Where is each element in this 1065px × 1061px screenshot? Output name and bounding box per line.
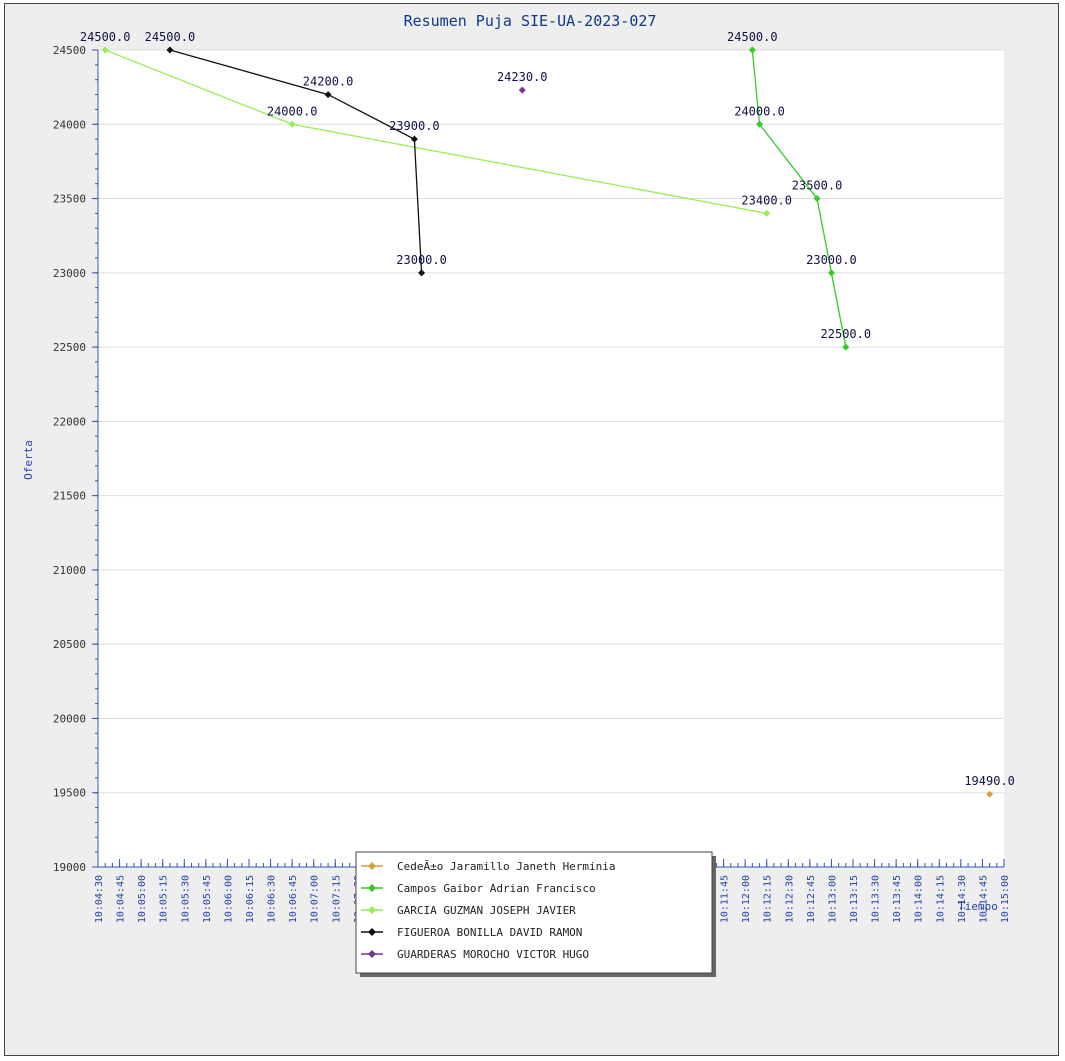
data-label: 24500.0 — [727, 30, 778, 44]
y-axis-label: Oferta — [22, 440, 35, 480]
data-point — [418, 269, 426, 277]
data-point — [827, 269, 835, 277]
legend-marker — [368, 884, 376, 892]
x-tick-label: 10:14:45 — [978, 875, 989, 923]
plot-area — [98, 50, 1004, 867]
data-label: 23000.0 — [806, 253, 857, 267]
y-tick-label: 22000 — [53, 415, 86, 428]
data-label: 23900.0 — [389, 119, 440, 133]
x-tick-label: 10:13:45 — [892, 875, 903, 923]
legend-marker — [368, 928, 376, 936]
series-layer: 19490.0 24500.0 24000.0 23500.0 23000.0 22500… — [80, 30, 1015, 798]
legend-marker — [368, 862, 376, 870]
data-label: 24200.0 — [303, 75, 354, 89]
data-point — [288, 120, 296, 128]
data-point — [756, 120, 764, 128]
x-tick-label: 10:12:15 — [763, 875, 774, 923]
legend-label: FIGUEROA BONILLA DAVID RAMON — [397, 926, 582, 939]
x-tick-label: 10:06:45 — [288, 875, 299, 923]
x-tick-label: 10:13:00 — [827, 875, 838, 923]
x-tick-label: 10:05:45 — [202, 875, 213, 923]
x-tick-label: 10:12:30 — [784, 875, 795, 923]
x-tick-label: 10:05:00 — [137, 875, 148, 923]
x-tick-label: 10:15:00 — [1000, 875, 1011, 923]
data-label: 23400.0 — [741, 193, 792, 207]
y-tick-label: 19000 — [53, 861, 86, 874]
data-label: 22500.0 — [821, 327, 872, 341]
data-label: 24000.0 — [734, 104, 785, 118]
x-tick-label: 10:12:45 — [806, 875, 817, 923]
y-tick-label: 19500 — [53, 787, 86, 800]
x-tick-label: 10:11:45 — [720, 875, 731, 923]
y-axis-ticks: 19000 19500 20000 20500 21000 21500 22000 22500… — [53, 44, 98, 874]
y-tick-label: 24500 — [53, 44, 86, 57]
y-tick-label: 22500 — [53, 341, 86, 354]
data-point — [748, 46, 756, 54]
y-tick-label: 20500 — [53, 638, 86, 651]
x-tick-label: 10:13:15 — [849, 875, 860, 923]
x-tick-label: 10:07:15 — [331, 875, 342, 923]
legend-label: GARCIA GUZMAN JOSEPH JAVIER — [397, 904, 576, 917]
data-point — [763, 209, 771, 217]
data-point — [813, 195, 821, 203]
y-tick-label: 20000 — [53, 712, 86, 725]
data-label: 23500.0 — [792, 179, 843, 193]
data-point — [166, 46, 174, 54]
data-point — [410, 135, 418, 143]
legend-items: CedeÃ±o Jaramillo Janeth Herminia Campos … — [361, 860, 616, 961]
legend-label: GUARDERAS MOROCHO VICTOR HUGO — [397, 948, 589, 961]
y-tick-label: 23000 — [53, 267, 86, 280]
x-tick-label: 10:05:15 — [159, 875, 170, 923]
data-label: 24500.0 — [80, 30, 131, 44]
x-tick-label: 10:07:00 — [310, 875, 321, 923]
legend: CedeÃ±o Jaramillo Janeth Herminia Campos … — [355, 851, 716, 977]
x-tick-label: 10:05:30 — [180, 875, 191, 923]
data-point — [842, 343, 850, 351]
legend-marker — [368, 950, 376, 958]
y-tick-label: 24000 — [53, 118, 86, 131]
x-tick-label: 10:06:15 — [245, 875, 256, 923]
data-point — [324, 91, 332, 99]
y-tick-label: 23500 — [53, 193, 86, 206]
data-label: 24000.0 — [267, 104, 318, 118]
x-tick-label: 10:12:00 — [741, 875, 752, 923]
data-label: 24230.0 — [497, 70, 548, 84]
legend-label: Campos Gaibor Adrian Francisco — [397, 882, 596, 895]
x-tick-label: 10:14:30 — [957, 875, 968, 923]
x-tick-label: 10:04:45 — [116, 875, 127, 923]
chart-title: Resumen Puja SIE-UA-2023-027 — [404, 12, 657, 30]
y-tick-label: 21500 — [53, 490, 86, 503]
y-tick-label: 21000 — [53, 564, 86, 577]
x-axis-label: Tiempo — [958, 900, 998, 913]
data-label: 24500.0 — [145, 30, 196, 44]
x-tick-label: 10:04:30 — [94, 875, 105, 923]
legend-marker — [368, 906, 376, 914]
x-tick-label: 10:06:30 — [267, 875, 278, 923]
grid — [98, 49, 1004, 794]
x-tick-label: 10:06:00 — [223, 875, 234, 923]
data-point — [518, 86, 526, 94]
x-tick-label: 10:14:00 — [914, 875, 925, 923]
data-label: 23000.0 — [396, 253, 447, 267]
x-tick-label: 10:14:15 — [935, 875, 946, 923]
legend-box — [355, 851, 713, 974]
data-point — [101, 46, 109, 54]
legend-label: CedeÃ±o Jaramillo Janeth Herminia — [397, 860, 616, 873]
x-tick-label: 10:13:30 — [871, 875, 882, 923]
data-label: 19490.0 — [964, 774, 1015, 788]
data-point — [986, 790, 994, 798]
series-line — [169, 49, 423, 273]
